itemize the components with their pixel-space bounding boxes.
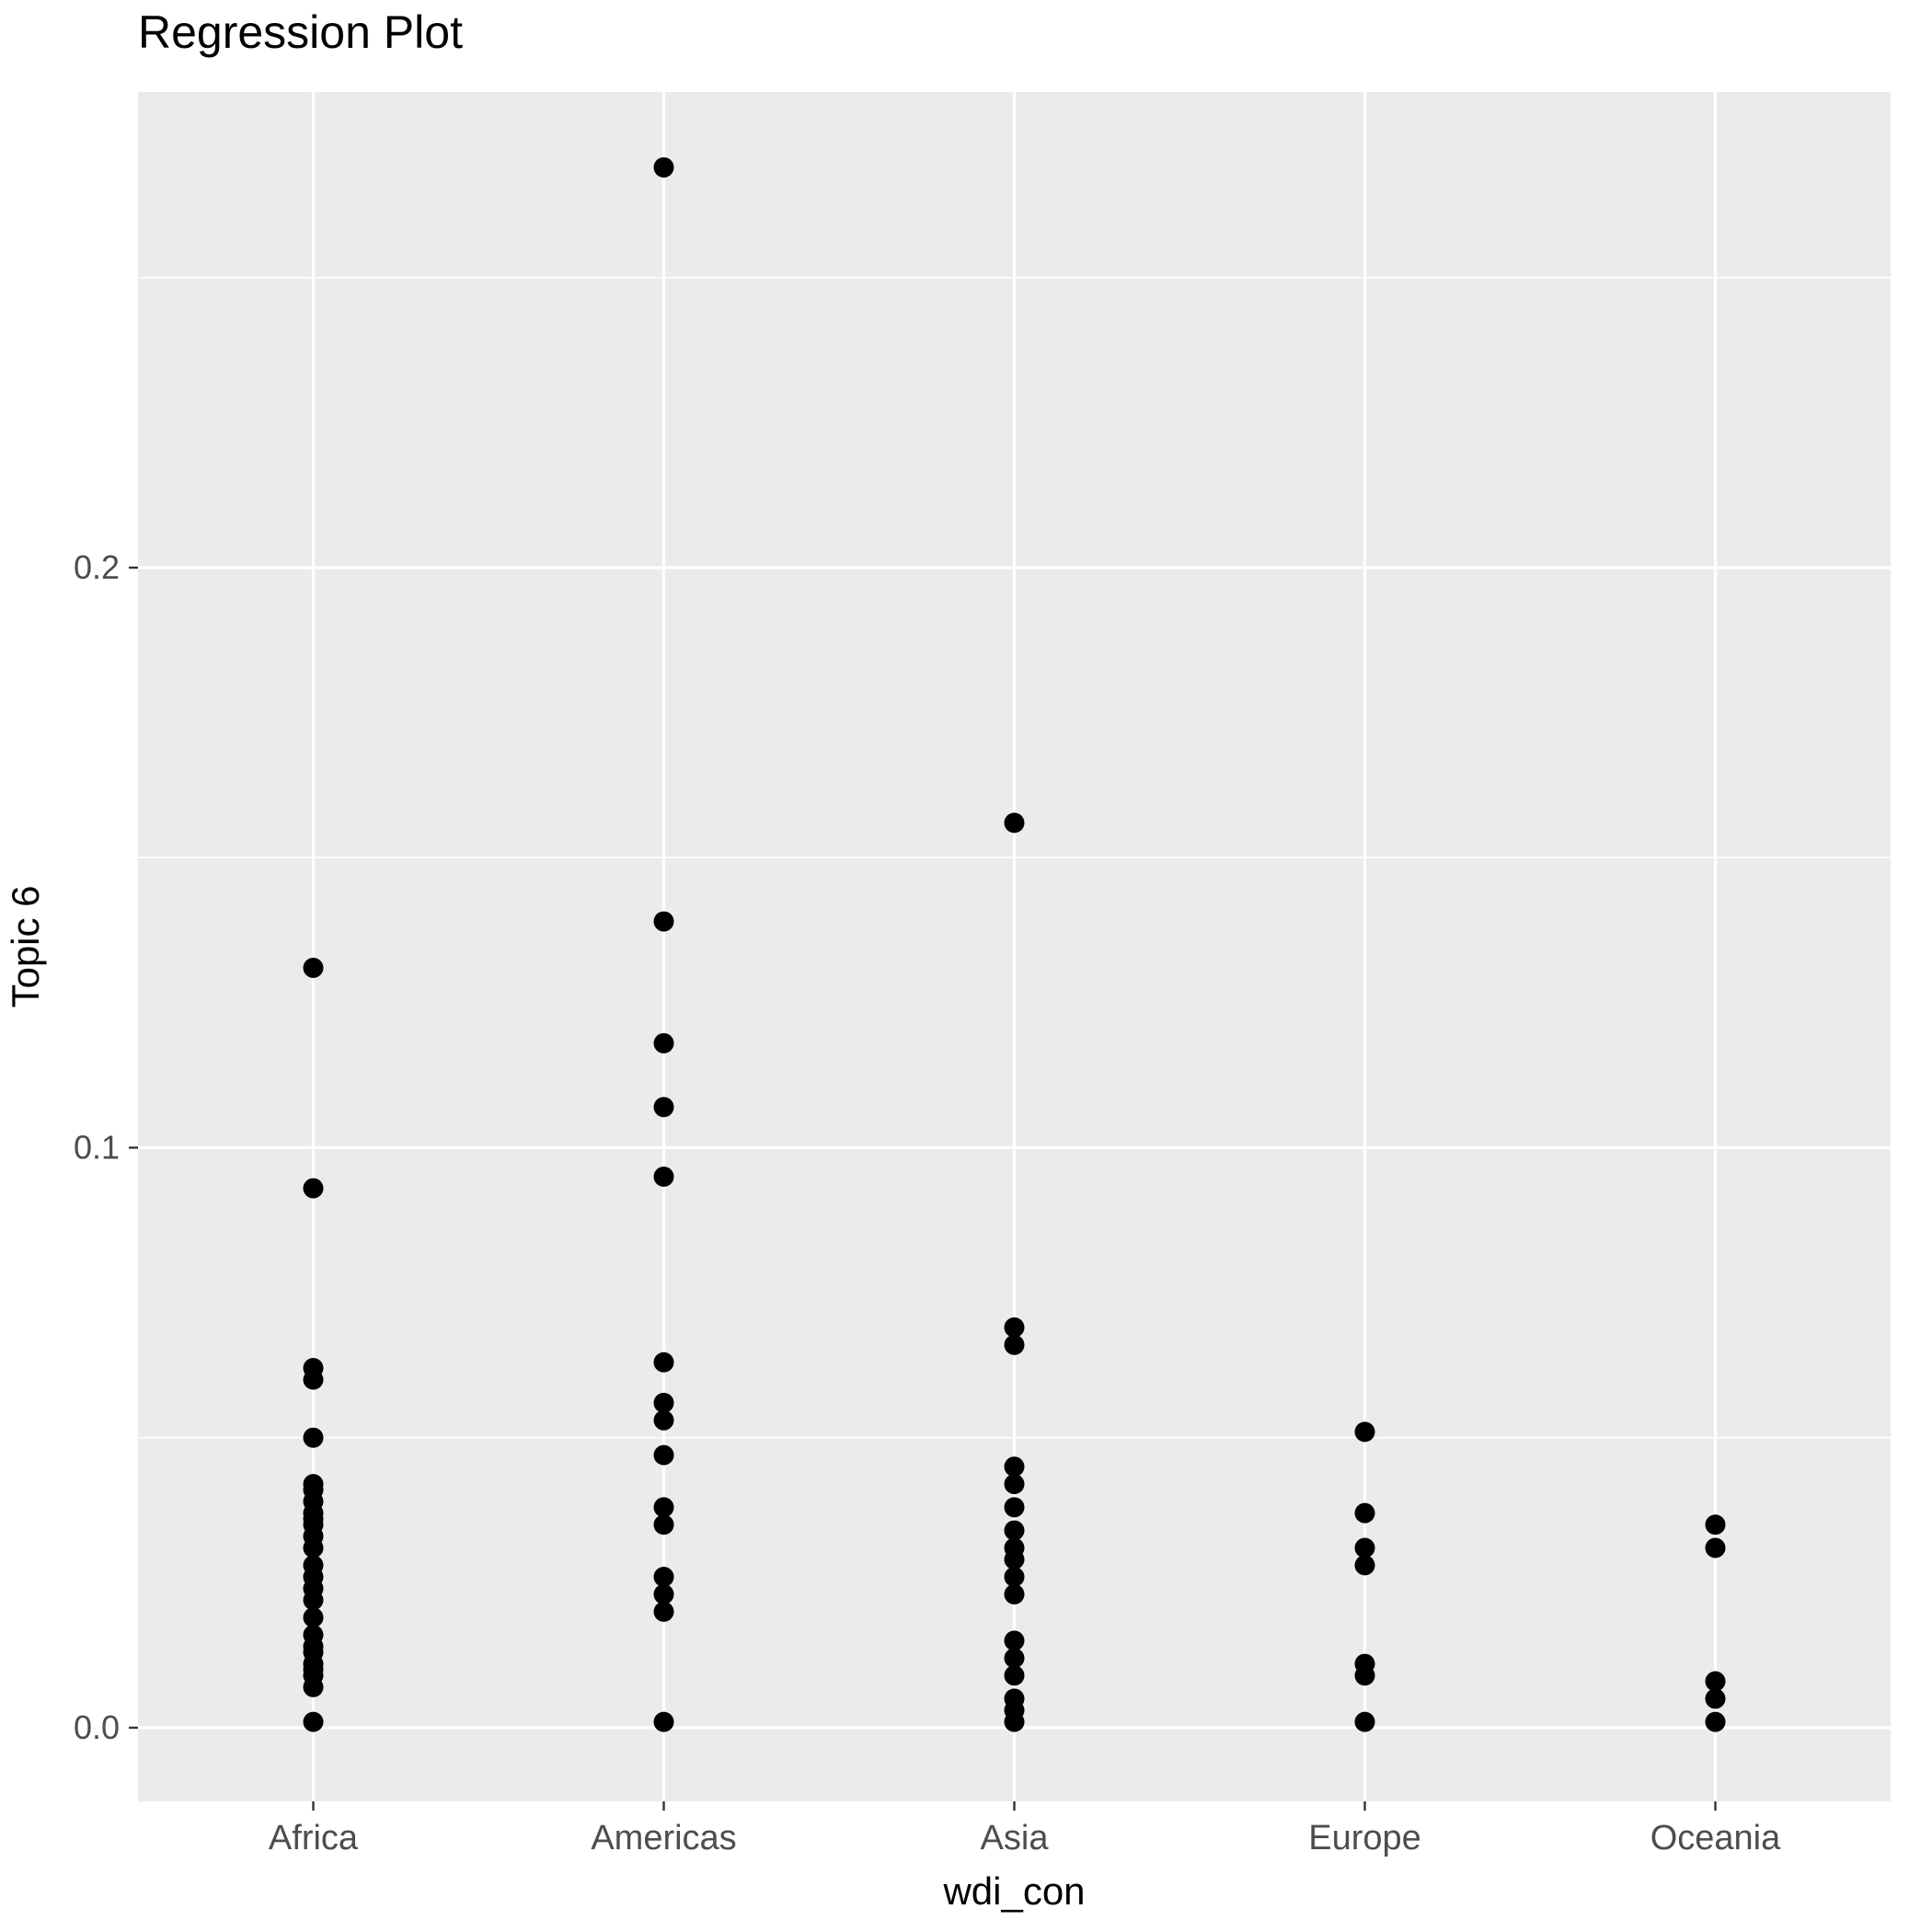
data-point: [1004, 1648, 1025, 1669]
x-tick-label: Africa: [269, 1819, 359, 1857]
data-point: [1004, 1549, 1025, 1570]
y-tick-label: 0.2: [74, 548, 120, 586]
y-tick-label: 0.0: [74, 1708, 120, 1746]
data-point: [1004, 1456, 1025, 1478]
data-point: [653, 1497, 674, 1518]
data-point: [303, 1369, 324, 1390]
y-axis-title: Topic 6: [4, 885, 47, 1007]
data-point: [303, 1590, 324, 1611]
data-point: [303, 1427, 324, 1448]
data-point: [653, 1601, 674, 1622]
data-point: [1004, 1567, 1025, 1588]
data-point: [1004, 1630, 1025, 1651]
data-point: [1004, 1665, 1025, 1686]
data-point: [1705, 1671, 1726, 1692]
data-point: [1004, 1497, 1025, 1518]
x-tick-label: Americas: [591, 1819, 736, 1857]
data-point: [653, 1444, 674, 1466]
data-point: [1354, 1711, 1375, 1732]
data-point: [303, 1178, 324, 1199]
data-point: [653, 1567, 674, 1588]
data-point: [1354, 1421, 1375, 1443]
data-point: [1004, 1334, 1025, 1355]
x-axis-title: wdi_con: [942, 1869, 1085, 1913]
y-tick-label: 0.1: [74, 1128, 120, 1166]
data-point: [1004, 1520, 1025, 1541]
x-tick-label: Asia: [981, 1819, 1050, 1857]
data-point: [303, 1607, 324, 1628]
data-point: [1004, 1317, 1025, 1338]
data-point: [1354, 1502, 1375, 1524]
data-point: [653, 1409, 674, 1431]
data-point: [1004, 1583, 1025, 1604]
data-point: [653, 1097, 674, 1118]
data-point: [1354, 1555, 1375, 1576]
data-point: [303, 1537, 324, 1558]
data-point: [653, 1166, 674, 1187]
x-tick-label: Oceania: [1650, 1819, 1781, 1857]
chart-title: Regression Plot: [138, 6, 463, 58]
data-point: [1354, 1665, 1375, 1686]
data-point: [1004, 812, 1025, 834]
data-point: [653, 1032, 674, 1053]
data-point: [1004, 1474, 1025, 1495]
data-point: [1705, 1688, 1726, 1709]
data-point: [653, 911, 674, 932]
data-point: [653, 1583, 674, 1604]
data-point: [653, 1351, 674, 1373]
x-tick-label: Europe: [1308, 1819, 1421, 1857]
data-point: [303, 1711, 324, 1732]
data-point: [1705, 1537, 1726, 1558]
data-point: [303, 1676, 324, 1697]
data-point: [1705, 1711, 1726, 1732]
data-point: [653, 156, 674, 178]
data-point: [1354, 1537, 1375, 1558]
data-point: [653, 1711, 674, 1732]
data-point: [1004, 1711, 1025, 1732]
data-point: [1705, 1514, 1726, 1535]
data-point: [653, 1514, 674, 1535]
data-point: [303, 958, 324, 979]
data-point: [653, 1392, 674, 1413]
